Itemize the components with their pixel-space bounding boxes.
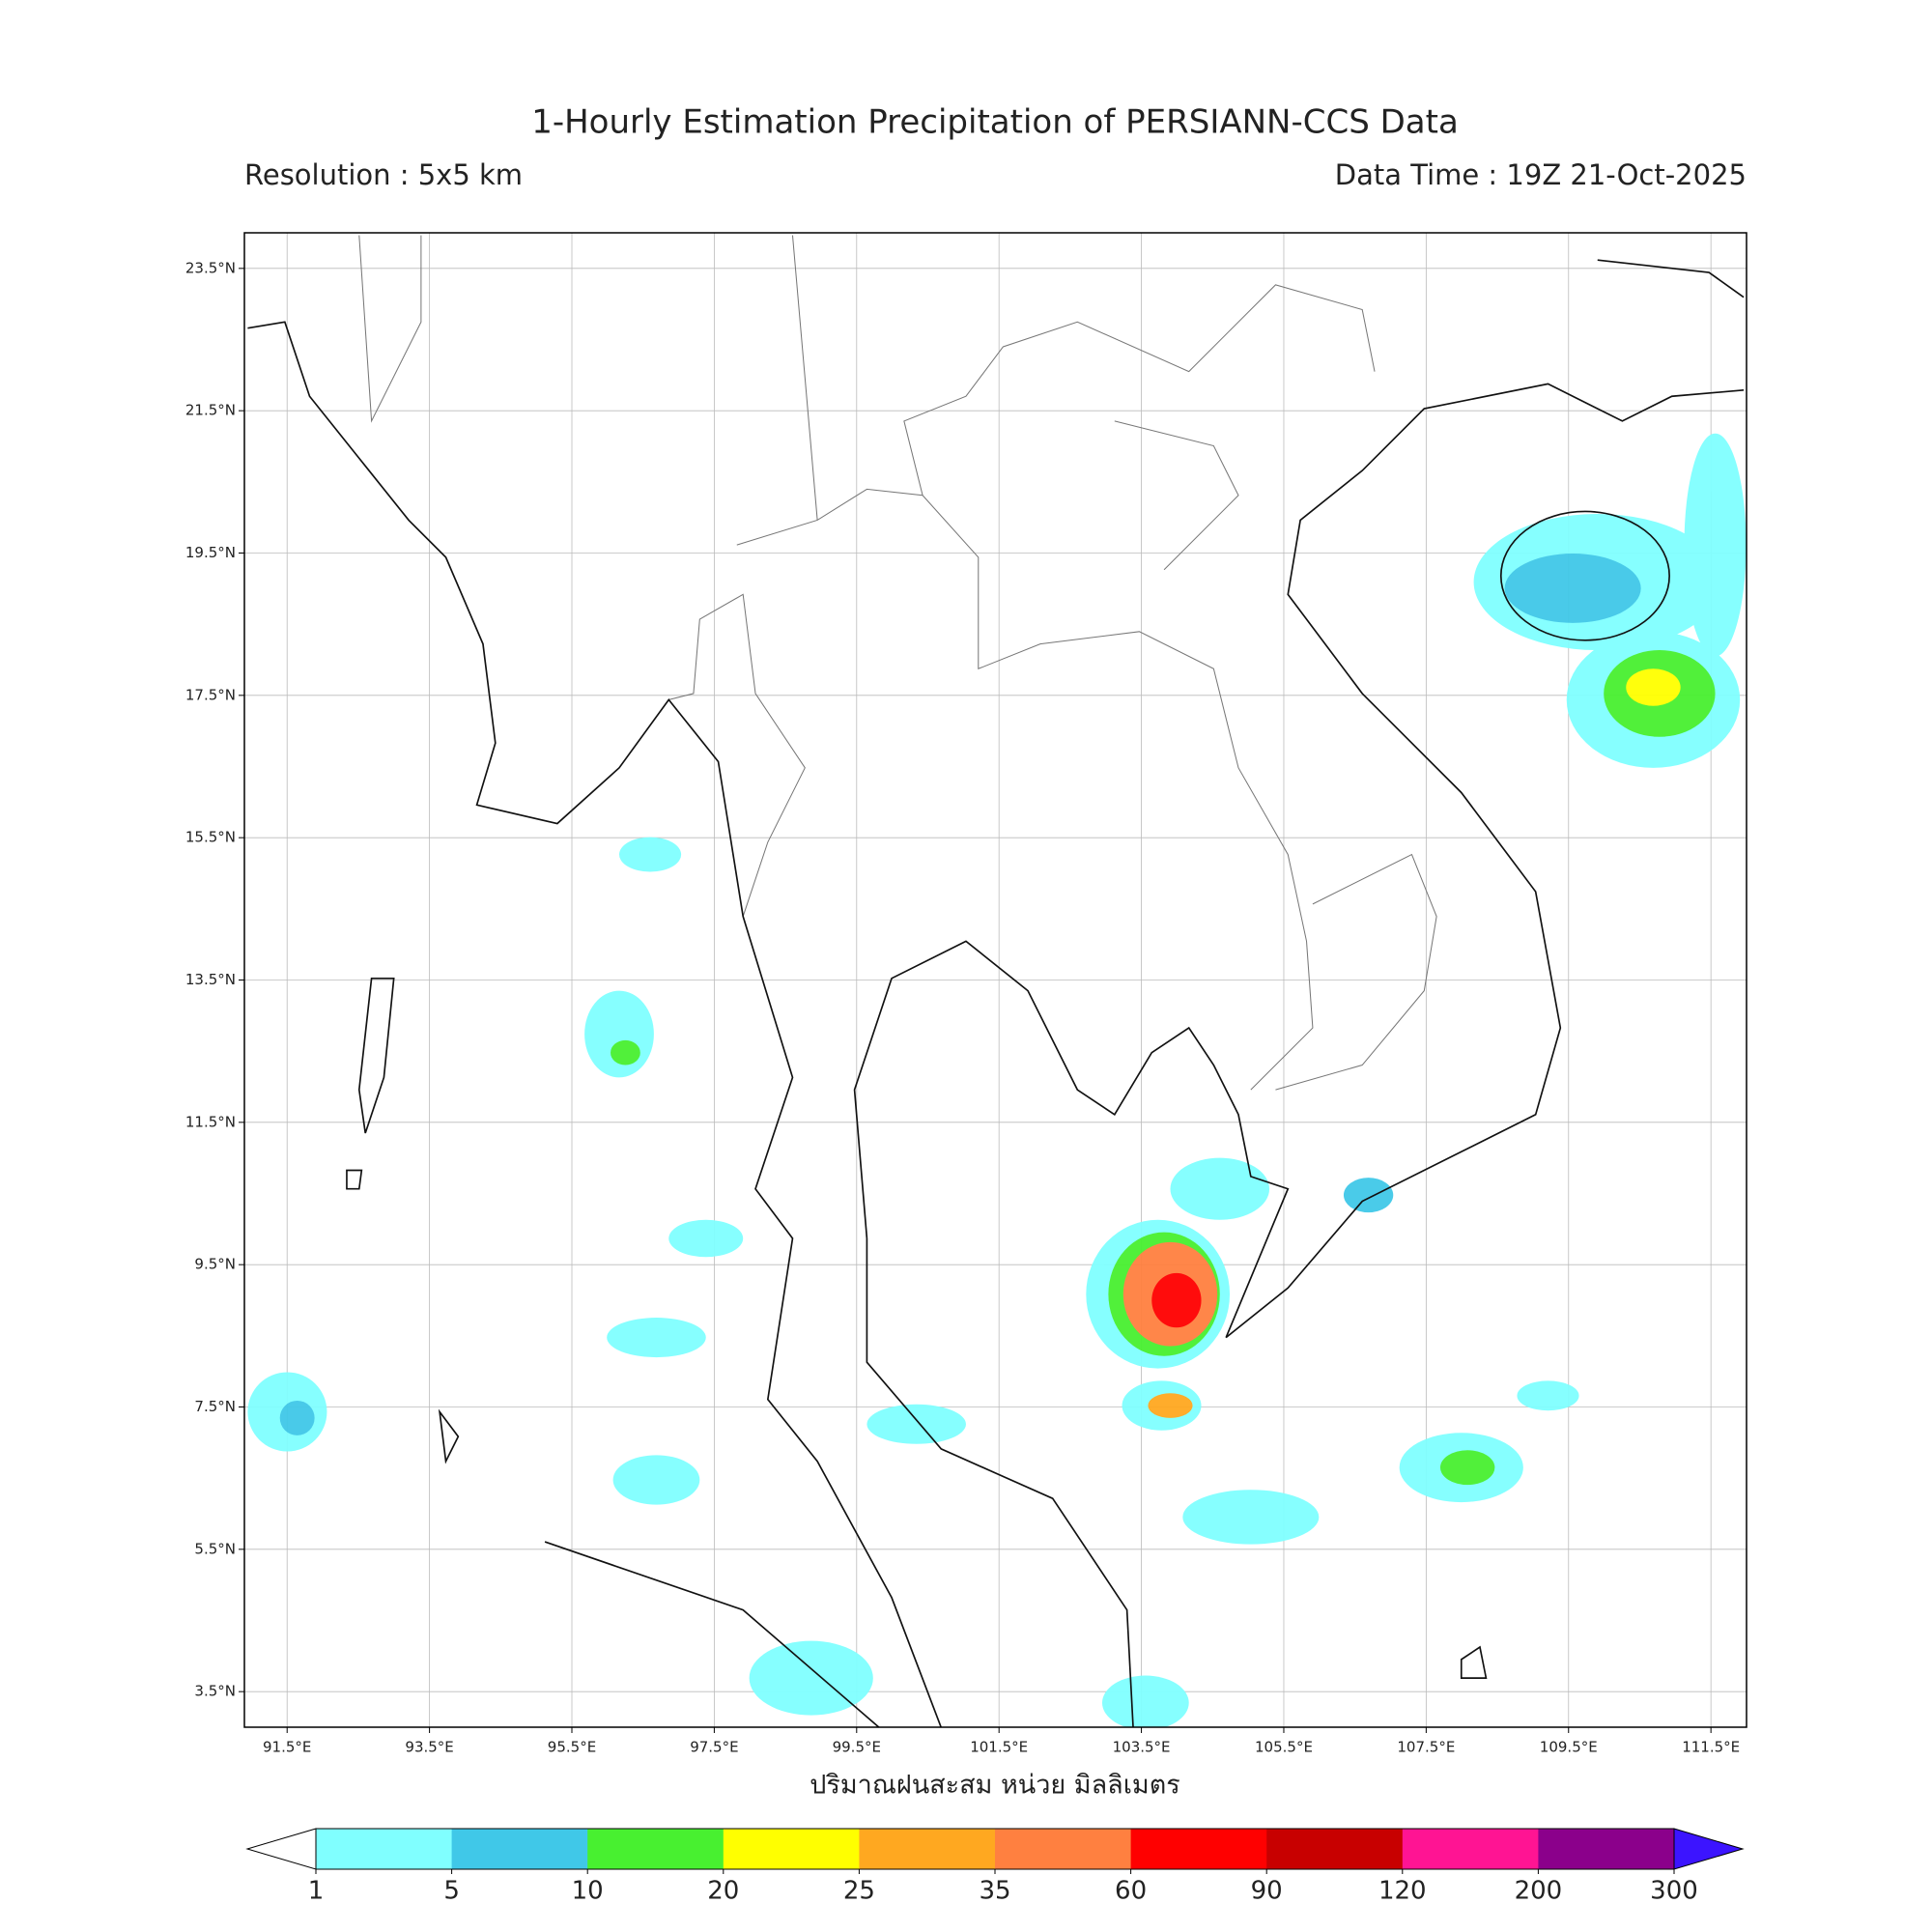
colorbar-label: ปริมาณฝนสะสม หน่วย มิลลิเมตร [810, 1771, 1180, 1801]
colorbar-box [859, 1829, 996, 1869]
colorbar-under [245, 1828, 317, 1870]
colorbar-tick-label: 300 [1650, 1877, 1698, 1906]
hainan [1499, 510, 1670, 641]
y-tick-label: 19.5°N [185, 544, 236, 561]
y-tick-label: 17.5°N [185, 686, 236, 703]
colorbar-box [723, 1829, 860, 1869]
y-tick-label: 21.5°N [185, 402, 236, 419]
colorbar-tick-label: 35 [979, 1877, 1010, 1906]
coastline [247, 259, 1745, 1727]
colorbar-tick-label: 90 [1251, 1877, 1283, 1906]
x-tick-label: 101.5°E [970, 1739, 1028, 1756]
colorbar-tick-label: 10 [572, 1877, 604, 1906]
colorbar-box [1266, 1829, 1404, 1869]
x-tick-label: 105.5°E [1255, 1739, 1313, 1756]
colorbar-box [451, 1829, 588, 1869]
y-tick-label: 9.5°N [194, 1256, 236, 1273]
colorbar-box [1402, 1829, 1539, 1869]
x-tick-label: 95.5°E [548, 1739, 596, 1756]
data-time: Data Time : 19Z 21-Oct-2025 [1335, 158, 1747, 191]
colorbar-tick-label: 5 [443, 1877, 460, 1906]
colorbar-box [316, 1829, 453, 1869]
y-tick-label: 15.5°N [185, 829, 236, 846]
rain-areas [247, 433, 1747, 1727]
y-tick-label: 23.5°N [185, 259, 236, 276]
colorbar-box [1538, 1829, 1675, 1869]
resolution: Resolution : 5x5 km [244, 158, 523, 191]
colorbar-tick-label: 25 [843, 1877, 875, 1906]
x-tick-label: 93.5°E [405, 1739, 453, 1756]
colorbar-tick-label: 60 [1115, 1877, 1147, 1906]
colorbar-box [587, 1829, 724, 1869]
y-tick-label: 13.5°N [185, 971, 236, 988]
x-tick-label: 97.5°E [690, 1739, 738, 1756]
border [358, 235, 1437, 1091]
x-tick-label: 109.5°E [1540, 1739, 1598, 1756]
map-content [247, 235, 1747, 1727]
colorbar-tick-label: 20 [707, 1877, 739, 1906]
colorbar-box [1130, 1829, 1267, 1869]
x-tick-label: 91.5°E [263, 1739, 311, 1756]
colorbar-over [1673, 1828, 1745, 1870]
y-tick-label: 5.5°N [194, 1540, 236, 1557]
grid-layer [244, 233, 1747, 1727]
colorbar-tick-label: 1 [308, 1877, 325, 1906]
x-tick-label: 107.5°E [1397, 1739, 1455, 1756]
islands [346, 977, 460, 1464]
y-tick-label: 11.5°N [185, 1113, 236, 1130]
x-tick-label: 103.5°E [1113, 1739, 1171, 1756]
y-tick-label: 3.5°N [194, 1683, 236, 1700]
colorbar-tick-label: 120 [1378, 1877, 1427, 1906]
colorbar-box [995, 1829, 1132, 1869]
colorbar-tick-label: 200 [1515, 1877, 1563, 1906]
x-tick-label: 99.5°E [833, 1739, 881, 1756]
y-tick-label: 7.5°N [194, 1398, 236, 1415]
x-tick-label: 111.5°E [1682, 1739, 1740, 1756]
title: 1-Hourly Estimation Precipitation of PER… [531, 103, 1459, 142]
